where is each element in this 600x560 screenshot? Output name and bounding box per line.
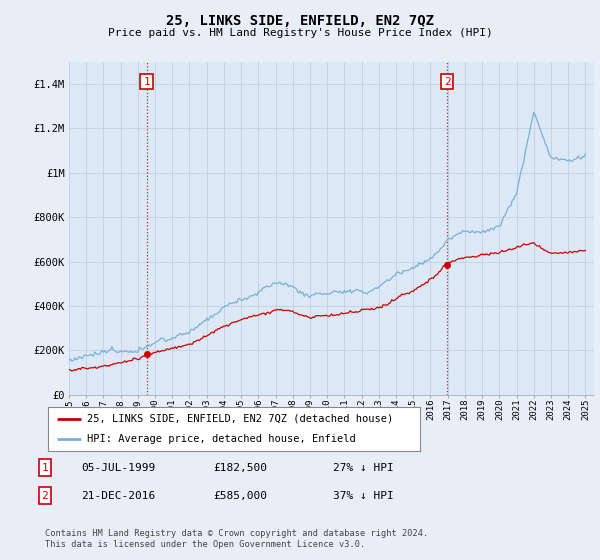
Text: 27% ↓ HPI: 27% ↓ HPI [333,463,394,473]
Text: 37% ↓ HPI: 37% ↓ HPI [333,491,394,501]
Text: £182,500: £182,500 [213,463,267,473]
Text: Price paid vs. HM Land Registry's House Price Index (HPI): Price paid vs. HM Land Registry's House … [107,28,493,38]
Text: 1: 1 [143,77,150,87]
Text: 2: 2 [444,77,451,87]
Text: 25, LINKS SIDE, ENFIELD, EN2 7QZ (detached house): 25, LINKS SIDE, ENFIELD, EN2 7QZ (detach… [87,414,394,424]
Text: 25, LINKS SIDE, ENFIELD, EN2 7QZ: 25, LINKS SIDE, ENFIELD, EN2 7QZ [166,14,434,28]
Text: 1: 1 [41,463,49,473]
Text: 2: 2 [41,491,49,501]
Text: HPI: Average price, detached house, Enfield: HPI: Average price, detached house, Enfi… [87,434,356,444]
Text: 05-JUL-1999: 05-JUL-1999 [81,463,155,473]
Text: 21-DEC-2016: 21-DEC-2016 [81,491,155,501]
Text: £585,000: £585,000 [213,491,267,501]
Text: Contains HM Land Registry data © Crown copyright and database right 2024.
This d: Contains HM Land Registry data © Crown c… [45,529,428,549]
